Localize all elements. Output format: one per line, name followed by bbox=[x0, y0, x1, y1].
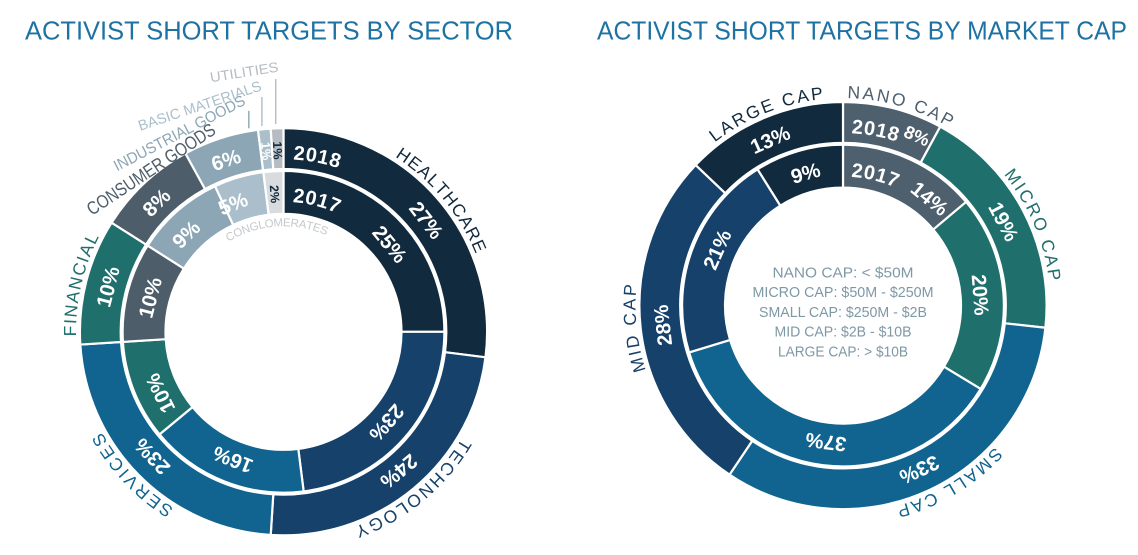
svg-text:I: I bbox=[72, 254, 92, 265]
svg-text:P: P bbox=[810, 83, 824, 104]
svg-text:M: M bbox=[626, 355, 649, 375]
svg-text:SMALL CAP: $250M - $2B: SMALL CAP: $250M - $2B bbox=[759, 304, 927, 321]
svg-text:MICRO CAP: $50M - $250M: MICRO CAP: $50M - $250M bbox=[753, 284, 934, 301]
svg-text:20%: 20% bbox=[967, 274, 993, 317]
svg-text:A: A bbox=[795, 85, 811, 107]
svg-text:ACTIVIST SHORT TARGETS BY MARK: ACTIVIST SHORT TARGETS BY MARKET CAP bbox=[597, 16, 1127, 46]
svg-text:1%: 1% bbox=[270, 141, 285, 160]
svg-text:I: I bbox=[60, 319, 80, 325]
svg-text:L: L bbox=[257, 219, 266, 232]
svg-text:A: A bbox=[1041, 253, 1063, 269]
svg-text:0: 0 bbox=[304, 144, 318, 167]
svg-text:N: N bbox=[240, 223, 252, 237]
svg-text:S: S bbox=[318, 224, 330, 238]
svg-text:1: 1 bbox=[874, 119, 890, 143]
svg-text:2: 2 bbox=[293, 143, 306, 166]
svg-text:A: A bbox=[298, 218, 308, 231]
svg-text:E: E bbox=[283, 217, 291, 229]
svg-text:MID CAP: $2B - $10B: MID CAP: $2B - $10B bbox=[775, 324, 912, 341]
svg-text:P: P bbox=[1043, 267, 1064, 281]
svg-text:2: 2 bbox=[292, 185, 306, 208]
svg-text:1: 1 bbox=[315, 146, 331, 170]
svg-text:C: C bbox=[620, 312, 641, 326]
svg-text:2: 2 bbox=[851, 160, 864, 183]
svg-text:0: 0 bbox=[862, 117, 876, 140]
svg-text:N: N bbox=[64, 275, 86, 292]
svg-text:C: C bbox=[68, 260, 91, 278]
svg-text:A: A bbox=[619, 298, 639, 310]
svg-text:C: C bbox=[1037, 237, 1060, 255]
svg-text:R: R bbox=[290, 217, 300, 230]
svg-text:P: P bbox=[620, 284, 641, 297]
svg-text:37%: 37% bbox=[804, 428, 848, 456]
svg-text:N: N bbox=[847, 82, 861, 103]
svg-text:LARGE CAP: > $10B: LARGE CAP: > $10B bbox=[778, 343, 908, 360]
svg-text:2: 2 bbox=[851, 116, 864, 139]
svg-text:ACTIVIST SHORT TARGETS BY SECT: ACTIVIST SHORT TARGETS BY SECTOR bbox=[25, 16, 513, 46]
svg-text:F: F bbox=[60, 326, 80, 337]
svg-text:2%: 2% bbox=[267, 185, 282, 204]
svg-text:D: D bbox=[622, 334, 644, 350]
svg-text:1%: 1% bbox=[258, 141, 274, 160]
svg-text:A: A bbox=[862, 83, 876, 104]
svg-text:O: O bbox=[890, 88, 908, 111]
svg-text:0: 0 bbox=[862, 161, 877, 185]
svg-text:P: P bbox=[895, 499, 912, 521]
svg-text:T: T bbox=[305, 220, 315, 233]
svg-text:N: N bbox=[875, 85, 891, 107]
svg-text:N: N bbox=[60, 304, 81, 319]
svg-text:28%: 28% bbox=[650, 304, 677, 347]
svg-text:M: M bbox=[273, 217, 283, 229]
svg-text:A: A bbox=[62, 289, 84, 304]
svg-text:I: I bbox=[625, 348, 646, 357]
svg-text:NANO CAP: < $50M: NANO CAP: < $50M bbox=[773, 265, 914, 282]
svg-text:O: O bbox=[264, 218, 275, 231]
svg-text:E: E bbox=[311, 222, 322, 236]
svg-text:G: G bbox=[248, 220, 260, 234]
svg-text:C: C bbox=[779, 88, 796, 111]
svg-text:0: 0 bbox=[303, 187, 318, 211]
